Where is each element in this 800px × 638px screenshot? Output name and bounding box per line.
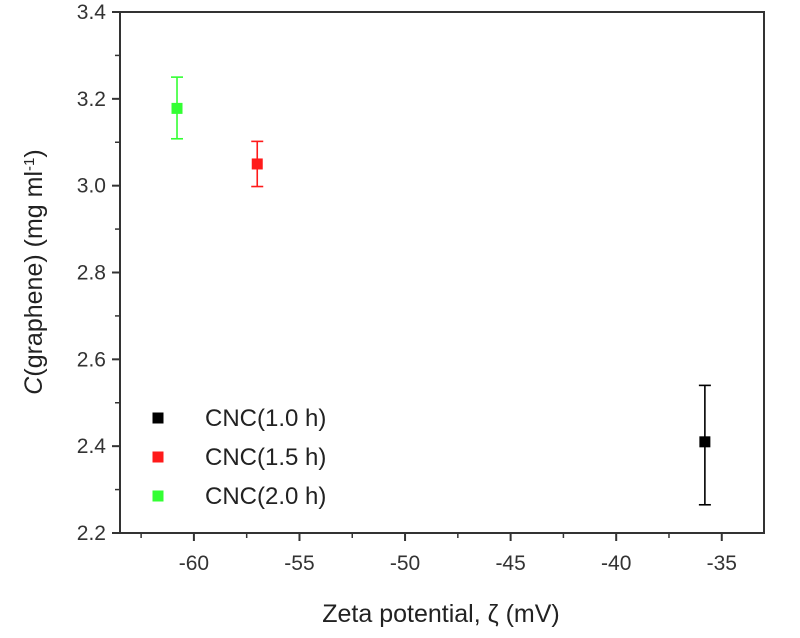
legend-label: CNC(2.0 h) (205, 483, 326, 510)
x-tick-label: -55 (284, 552, 314, 575)
y-axis-title-sup: -1 (21, 158, 38, 171)
data-point (699, 436, 711, 448)
x-tick-label: -60 (179, 552, 209, 575)
y-axis-title: C(graphene) (mg ml-1) (20, 149, 48, 394)
ticks-layer: -60 -55 -50 -45 -40 -35 2.2 2.4 2.6 2.8 3.0 3.2 3.4 (77, 1, 737, 575)
y-tick-label: 3.0 (77, 175, 106, 198)
data-point-group (698, 384, 711, 506)
points-layer (171, 76, 711, 506)
x-axis-title: Zeta potential, ζ (mV) (322, 600, 560, 628)
y-tick-label: 2.8 (77, 262, 106, 285)
legend-label: CNC(1.0 h) (205, 405, 326, 432)
x-tick-label: -40 (601, 552, 631, 575)
y-axis-title-symbol: C (20, 376, 48, 395)
data-point (251, 158, 263, 170)
y-tick-label: 2.4 (77, 435, 107, 458)
legend-marker (152, 412, 164, 424)
y-tick-label: 2.6 (77, 348, 106, 371)
x-tick-label: -50 (390, 552, 420, 575)
data-point-group (251, 140, 264, 188)
x-tick-label: -35 (707, 552, 737, 575)
y-tick-label: 3.2 (77, 88, 106, 111)
legend-marker (152, 451, 164, 463)
legend: CNC(1.0 h) CNC(1.5 h) CNC(2.0 h) (152, 405, 326, 510)
y-tick-label: 3.4 (77, 1, 107, 24)
legend-label: CNC(1.5 h) (205, 444, 326, 471)
legend-marker (152, 490, 164, 502)
data-point-group (171, 76, 184, 140)
plot-frame (119, 11, 765, 534)
y-tick-label: 2.2 (77, 522, 106, 545)
x-tick-label: -45 (495, 552, 525, 575)
y-axis-title-close: ) (20, 149, 48, 157)
data-point (171, 102, 183, 114)
y-axis-title-main: (graphene) (mg ml (20, 171, 48, 377)
